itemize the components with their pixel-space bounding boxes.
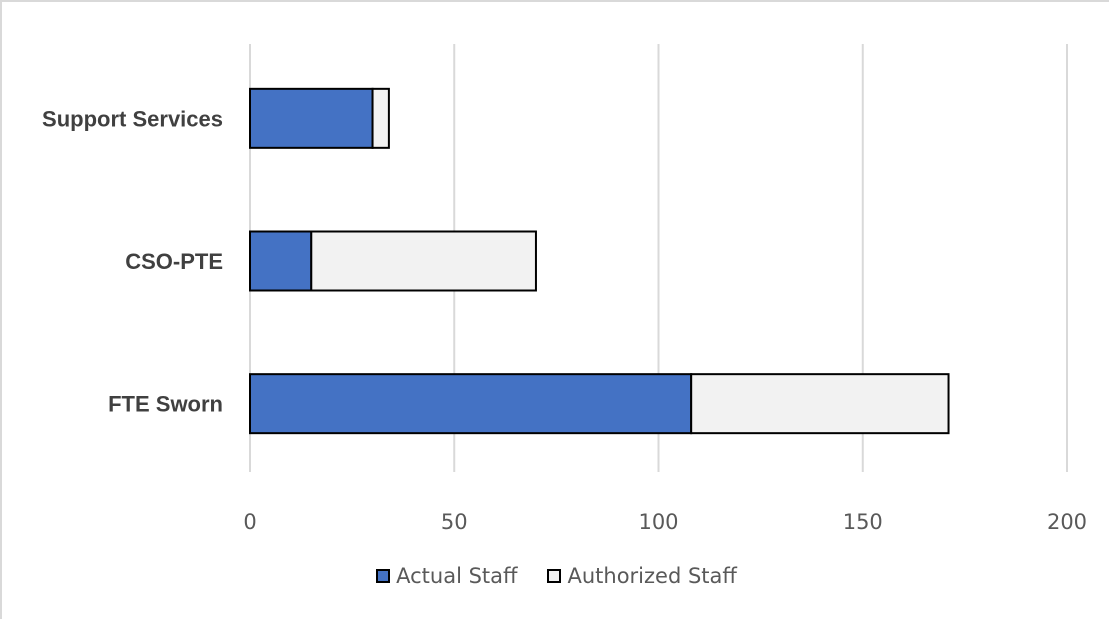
axes: 0 50 100 150 200 FTE Sworn CSO-PTE Support Serv…: [42, 106, 1087, 534]
x-tick-label-50: 50: [441, 510, 468, 534]
legend-label-actual: Actual Staff: [396, 564, 518, 588]
category-label-fte-sworn: FTE Sworn: [108, 392, 223, 417]
legend: Actual Staff Authorized Staff: [2, 564, 1109, 588]
category-label-cso-pte: CSO-PTE: [125, 249, 223, 274]
bar-fte-sworn-actual-staff: [249, 373, 693, 435]
legend-item-actual: Actual Staff: [376, 564, 517, 588]
x-tick-label-200: 200: [1047, 510, 1087, 534]
x-tick-label-150: 150: [843, 510, 883, 534]
bar-fte-sworn-authorized-staff: [690, 373, 950, 435]
bar-support-services-authorized-staff: [371, 87, 390, 149]
legend-item-authorized: Authorized Staff: [547, 564, 737, 588]
category-label-support-services: Support Services: [42, 106, 223, 131]
bars: [249, 87, 950, 435]
x-tick-label-0: 0: [243, 510, 256, 534]
bar-cso-pte-actual-staff: [249, 230, 313, 292]
legend-label-authorized: Authorized Staff: [567, 564, 737, 588]
bar-support-services-actual-staff: [249, 87, 374, 149]
legend-swatch-authorized: [547, 569, 562, 583]
legend-swatch-actual: [376, 569, 391, 583]
x-tick-label-100: 100: [638, 510, 678, 534]
bar-cso-pte-authorized-staff: [310, 230, 537, 292]
